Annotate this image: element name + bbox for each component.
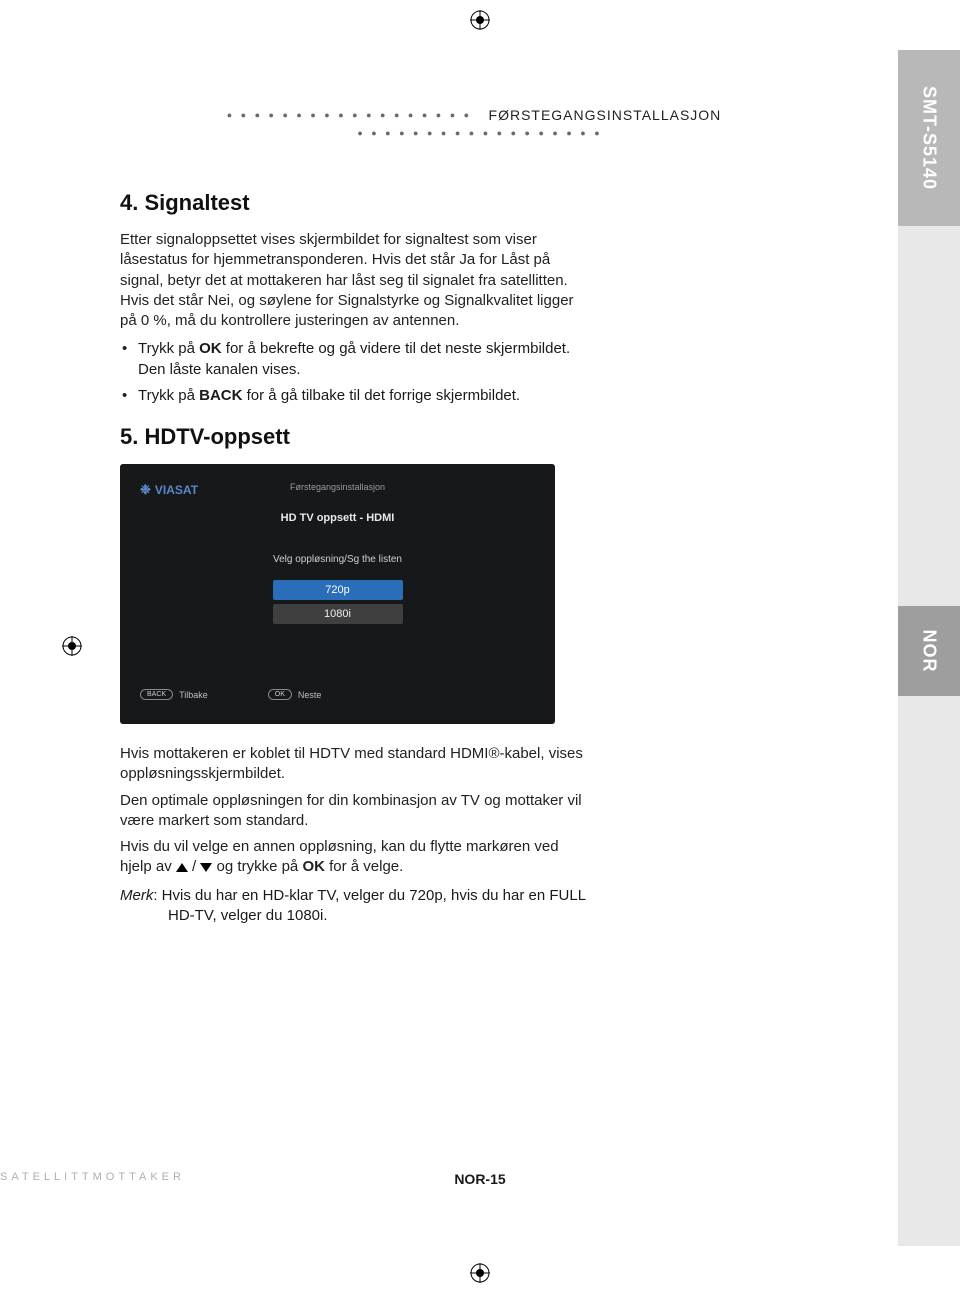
side-tabs: SMT-S5140 NOR bbox=[898, 50, 960, 1246]
tv-prompt: Velg oppløsning/Sg the listen bbox=[120, 554, 555, 565]
tv-subtitle: HD TV oppsett - HDMI bbox=[120, 512, 555, 524]
tv-option-1080i: 1080i bbox=[273, 604, 403, 624]
ok-key: OK bbox=[199, 340, 222, 357]
bullet-back: Trykk på BACK for å gå tilbake til det f… bbox=[120, 386, 590, 406]
section4-bullets: Trykk på OK for å bekrefte og gå videre … bbox=[120, 339, 590, 406]
section5-note: Merk: Hvis du har en HD-klar TV, velger … bbox=[120, 886, 590, 927]
tab-spacer2 bbox=[898, 696, 960, 1246]
arrow-up-icon bbox=[176, 863, 188, 872]
tv-back-hint: BACKTilbake bbox=[140, 689, 208, 700]
registration-mark-top bbox=[470, 10, 490, 30]
content: 4. Signaltest Etter signaloppsettet vise… bbox=[120, 190, 590, 926]
back-key: BACK bbox=[199, 387, 242, 404]
section5-heading: 5. HDTV-oppsett bbox=[120, 424, 590, 450]
dots-left: ● ● ● ● ● ● ● ● ● ● ● ● ● ● ● ● ● ● bbox=[227, 110, 472, 120]
bullet-ok: Trykk på OK for å bekrefte og gå videre … bbox=[120, 339, 590, 380]
ok-key-2: OK bbox=[302, 858, 325, 875]
tv-button-row: BACKTilbake OKNeste bbox=[140, 689, 321, 700]
page-header: ● ● ● ● ● ● ● ● ● ● ● ● ● ● ● ● ● ● FØRS… bbox=[120, 106, 840, 142]
footer-page-number: NOR-15 bbox=[454, 1171, 505, 1187]
section5-p1: Hvis mottakeren er koblet til HDTV med s… bbox=[120, 744, 590, 785]
page-header-title: FØRSTEGANGSINSTALLASJON bbox=[489, 107, 722, 123]
registration-mark-bottom bbox=[470, 1263, 490, 1283]
section5-p2b: Hvis du vil velge en annen oppløsning, k… bbox=[120, 837, 590, 878]
tab-lang-label: NOR bbox=[919, 630, 940, 673]
section4-heading: 4. Signaltest bbox=[120, 190, 590, 216]
tv-option-720p: 720p bbox=[273, 580, 403, 600]
note-label: Merk bbox=[120, 887, 153, 904]
footer-left: SATELLITTMOTTAKER bbox=[0, 1171, 185, 1183]
dots-right: ● ● ● ● ● ● ● ● ● ● ● ● ● ● ● ● ● ● bbox=[357, 128, 602, 138]
tv-next-hint: OKNeste bbox=[268, 689, 322, 700]
section5-p2a: Den optimale oppløsningen for din kombin… bbox=[120, 791, 590, 832]
tab-spacer bbox=[898, 226, 960, 606]
tab-lang: NOR bbox=[898, 606, 960, 696]
tv-top-title: Førstegangsinstallasjon bbox=[120, 482, 555, 492]
tv-screenshot: VIASAT Førstegangsinstallasjon HD TV opp… bbox=[120, 464, 555, 724]
tab-model-label: SMT-S5140 bbox=[919, 86, 940, 190]
arrow-down-icon bbox=[200, 863, 212, 872]
section4-paragraph: Etter signaloppsettet vises skjermbildet… bbox=[120, 230, 590, 331]
tab-model: SMT-S5140 bbox=[898, 50, 960, 226]
